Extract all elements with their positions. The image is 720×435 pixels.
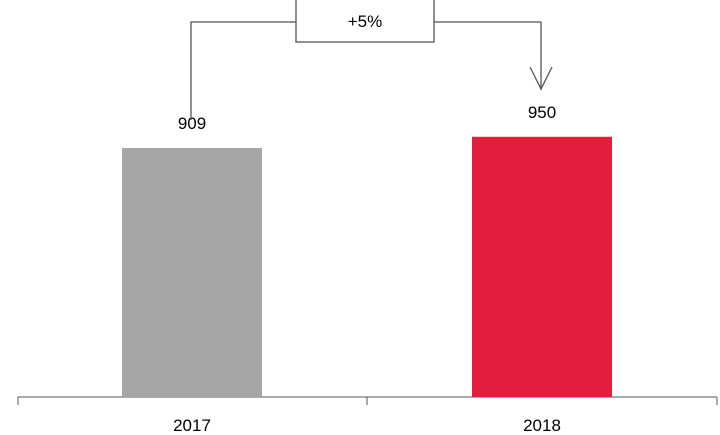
x-tick-label-2017: 2017 bbox=[173, 416, 211, 435]
data-labels: 909 950 bbox=[178, 103, 556, 133]
bar-2017 bbox=[122, 148, 262, 397]
growth-connector-line bbox=[190, 21, 296, 120]
growth-label: +5% bbox=[348, 12, 383, 31]
bar-2018 bbox=[472, 136, 612, 398]
growth-annotation: +5% bbox=[190, 0, 553, 120]
x-tick-label-2018: 2018 bbox=[523, 416, 561, 435]
data-label-2018: 950 bbox=[528, 103, 556, 122]
x-axis: 2017 2018 bbox=[17, 396, 718, 435]
growth-connector-line bbox=[434, 21, 542, 90]
data-label-2017: 909 bbox=[178, 114, 206, 133]
bars bbox=[122, 136, 612, 398]
arrow-down-icon bbox=[529, 66, 553, 91]
growth-label-box bbox=[295, 0, 435, 43]
